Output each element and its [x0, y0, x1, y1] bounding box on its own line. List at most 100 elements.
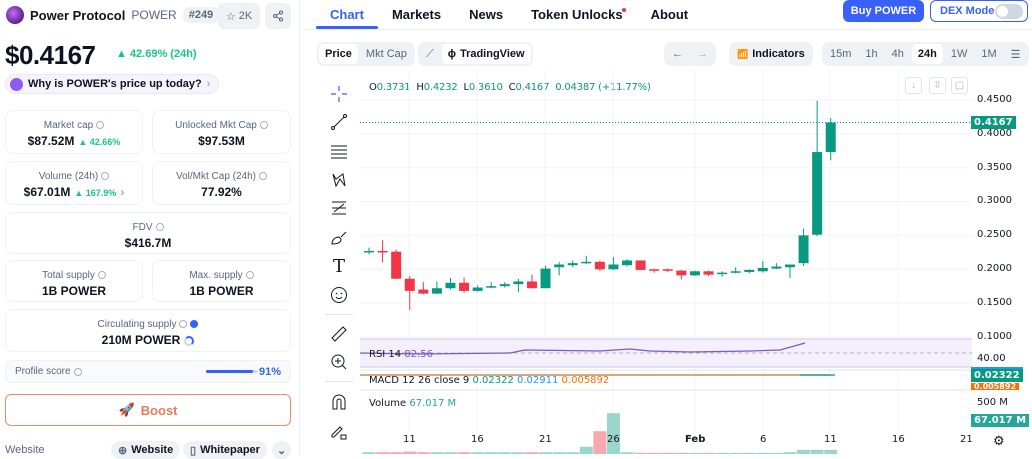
price-chart[interactable] [360, 70, 972, 456]
why-price-label: Why is POWER's price up today? [28, 78, 202, 90]
stat-label: Volume (24h) [38, 171, 99, 182]
rsi-axis-label: 40.00 [977, 353, 1006, 364]
tab-chart[interactable]: Chart [316, 0, 378, 29]
indicators-option[interactable]: 📶 Indicators [731, 44, 811, 64]
buy-button[interactable]: Buy POWER [843, 0, 924, 22]
timeframe-1w[interactable]: 1W [950, 48, 968, 60]
forward-button[interactable]: → [697, 48, 708, 60]
dex-mode-toggle[interactable]: DEX Mode [930, 0, 1028, 22]
boost-label: Boost [140, 402, 178, 418]
timeframe-1m[interactable]: 1M [981, 48, 997, 60]
y-tick: 0.3500 [977, 162, 1012, 173]
info-icon[interactable] [155, 223, 164, 232]
sliders-icon: ☰ [1010, 48, 1021, 61]
main-tabs: Chart Markets News Token Unlocks About [316, 0, 702, 29]
ruler-tool[interactable] [325, 320, 353, 348]
whitepaper-link[interactable]: ▯ Whitepaper [183, 441, 267, 459]
tab-about[interactable]: About [650, 7, 689, 22]
mktcap-option[interactable]: Mkt Cap [365, 48, 407, 60]
info-icon[interactable] [73, 367, 82, 376]
watchlist-button[interactable]: ☆ 2K [218, 3, 260, 29]
chart-settings-gear-icon[interactable]: ⚙ [993, 433, 1005, 448]
magnet-tool[interactable] [325, 388, 353, 416]
tab-markets[interactable]: Markets [391, 7, 442, 22]
macd-hist-tag: 0.005892 [971, 383, 1020, 390]
info-icon[interactable] [101, 172, 110, 181]
stat-value: 210M POWER [101, 333, 181, 347]
emoji-tool[interactable] [325, 281, 353, 309]
chevron-right-icon: › [206, 78, 211, 90]
stat-label: Market cap [43, 120, 94, 131]
text-tool[interactable]: T [325, 252, 353, 280]
chevron-down-icon: ⌄ [277, 444, 287, 457]
price-option[interactable]: Price [319, 44, 358, 64]
tab-news[interactable]: News [469, 7, 504, 22]
crosshair-tool[interactable] [325, 80, 353, 108]
macd-v3: 0.005892 [561, 375, 610, 386]
info-icon[interactable] [245, 271, 254, 280]
trendline-tool[interactable] [325, 108, 353, 136]
coin-header: Power Protocol POWER #249 [6, 6, 220, 24]
zoom-tool[interactable] [325, 348, 353, 376]
timeframe-4h[interactable]: 4h [891, 48, 904, 60]
more-links-button[interactable]: ⌄ [272, 441, 292, 459]
tab-token-unlocks[interactable]: Token Unlocks [517, 0, 637, 29]
horizontal-lines-icon [331, 145, 347, 159]
watchlist-count: 2K [238, 10, 253, 22]
info-icon[interactable] [259, 172, 268, 181]
pencil-lock-icon [331, 426, 347, 440]
pattern-tool[interactable] [325, 166, 353, 194]
volume-axis-label: 500 M [977, 397, 1008, 408]
stat-label: Circulating supply [97, 319, 177, 330]
stat-volume-24h[interactable]: Volume (24h) $67.01M ▲ 167.9% › [5, 161, 143, 205]
coin-name: Power Protocol [30, 7, 126, 23]
zoom-in-icon [331, 354, 347, 370]
collapse-button[interactable]: ⇳ [929, 77, 946, 94]
stat-value: 1B POWER [189, 284, 254, 298]
lock-drawings-tool[interactable] [325, 418, 353, 446]
timeframe-15m[interactable]: 15m [830, 48, 852, 60]
info-icon[interactable] [96, 121, 105, 130]
indicators-button[interactable]: 📶 Indicators [729, 42, 813, 66]
info-icon[interactable] [97, 271, 106, 280]
y-tick: 0.1500 [977, 297, 1012, 308]
stat-total-supply: Total supply 1B POWER [5, 260, 143, 302]
line-chart-icon: ⟋ [426, 47, 434, 60]
star-icon: ☆ [225, 10, 236, 23]
timeframe-switch: 15m 1h 4h 24h 1W 1M ☰ [822, 42, 1029, 66]
back-button[interactable]: ← [672, 48, 683, 60]
info-icon[interactable] [179, 320, 188, 329]
website-link[interactable]: ⊕ Website [111, 441, 181, 459]
magnet-icon [332, 394, 346, 410]
chart-settings-button[interactable]: ☰ [1005, 44, 1027, 64]
x-tick: 21 [960, 434, 973, 445]
boost-button[interactable]: 🚀 Boost [5, 394, 291, 426]
stat-vol-mkt-cap: Vol/Mkt Cap (24h) 77.92% [152, 161, 291, 205]
fullscreen-button[interactable]: ▢ [951, 77, 968, 94]
coin-rank-badge: #249 [182, 7, 220, 23]
coin-price: $0.4167 [5, 40, 96, 70]
stat-value: $67.01M [23, 185, 71, 199]
ai-icon [10, 77, 23, 91]
scroll-down-button[interactable]: ↓ [905, 77, 922, 94]
share-button[interactable] [265, 3, 291, 29]
why-price-up-button[interactable]: Why is POWER's price up today? › [5, 74, 220, 94]
line-chart-option[interactable]: ⟋ [420, 44, 440, 64]
rsi-value: 82.56 [404, 349, 433, 360]
price-mktcap-switch: Price Mkt Cap [317, 42, 415, 66]
coin-sidebar: Power Protocol POWER #249 ☆ 2K $0.4167 ▲ … [0, 0, 300, 459]
divider [302, 29, 1032, 30]
brush-tool[interactable] [325, 223, 353, 251]
toolbar-divider [325, 314, 353, 315]
timeframe-24h[interactable]: 24h [911, 44, 943, 64]
fib-tool[interactable] [325, 194, 353, 222]
pattern-icon [332, 173, 346, 188]
info-icon[interactable] [259, 121, 268, 130]
toggle-switch[interactable] [995, 4, 1023, 19]
profile-score-bar [206, 370, 258, 373]
tradingview-option[interactable]: ɸ TradingView [441, 44, 531, 64]
crosshair-icon [331, 86, 347, 102]
horizontal-lines-tool[interactable] [325, 137, 353, 165]
timeframe-1h[interactable]: 1h [865, 48, 878, 60]
stat-value: 1B POWER [41, 284, 106, 298]
